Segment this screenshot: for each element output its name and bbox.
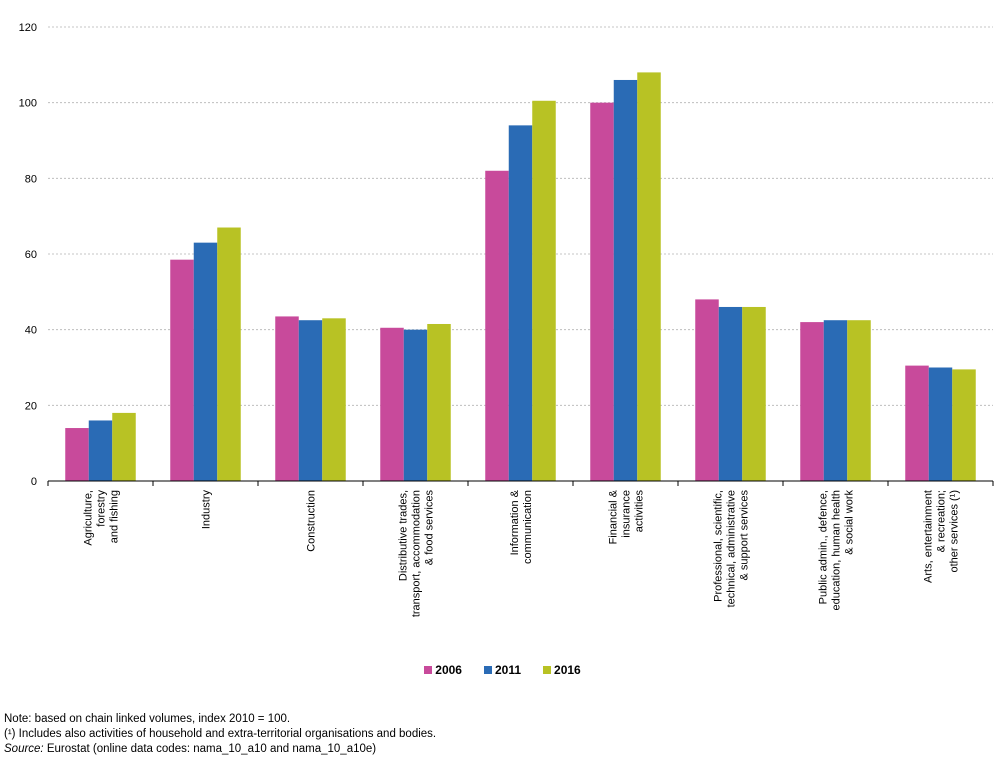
bar-chart: 0 20 40 60 80 100 120 Agriculture, forestry and … (19, 22, 994, 618)
legend-item-2016: 2016 (543, 663, 581, 677)
note-line: Note: based on chain linked volumes, ind… (4, 713, 291, 725)
y-tick-label: 120 (19, 22, 37, 34)
x-tick-label-line: & social work (844, 490, 856, 555)
x-tick-label-line: other services (¹) (949, 490, 961, 573)
x-tick-label: Distributive trades, transport, accommoda… (398, 490, 436, 618)
bar-2016 (217, 227, 241, 481)
bar-2006 (65, 428, 89, 481)
x-tick-label-line: activities (634, 490, 646, 533)
x-tick-label-line: Agriculture, (83, 490, 95, 546)
bar-2006 (695, 299, 719, 481)
legend-label-2016: 2016 (554, 663, 581, 677)
x-tick-label: Agriculture, forestry and fishing (83, 490, 121, 546)
x-tick-label: Financial & insurance activities (608, 489, 646, 544)
bar-2016 (112, 412, 136, 481)
x-axis: Agriculture, forestry and fishing Industry C… (47, 480, 994, 618)
legend-label-2006: 2006 (435, 663, 462, 677)
legend-label-2011: 2011 (494, 663, 522, 677)
source-label: Source: (4, 743, 44, 755)
bar-2006 (485, 170, 509, 481)
y-tick-label: 100 (19, 98, 37, 110)
x-tick-label-line: Public admin., defence, (818, 490, 830, 604)
bar-2016 (532, 100, 556, 482)
bar-2016 (322, 318, 346, 481)
x-tick-label-line: Financial & (608, 489, 620, 544)
bars (65, 72, 976, 482)
x-tick-label: Public admin., defence, education, human … (818, 490, 856, 611)
x-tick-label-line: Professional, scientific, (713, 490, 725, 602)
bar-2016 (427, 323, 451, 481)
x-tick-label-line: transport, accommodation (411, 490, 423, 617)
bar-2016 (952, 369, 976, 481)
bar-2011 (718, 306, 743, 481)
x-tick-label: Industry (201, 490, 213, 530)
bar-2011 (298, 320, 323, 481)
legend-swatch-2016 (543, 666, 552, 674)
x-tick-label: Professional, scientific, technical, admi… (713, 490, 751, 608)
x-tick-label-line: insurance (621, 490, 633, 538)
x-tick-label-line: and fishing (109, 490, 121, 543)
bar-2011 (508, 125, 533, 481)
legend: 2006 2011 2016 (0, 663, 1005, 677)
legend-swatch-2006 (424, 666, 433, 674)
bar-2011 (88, 420, 113, 481)
x-tick-label-line: Information & (509, 489, 521, 555)
x-tick-label: Information & communication (509, 489, 534, 564)
y-tick-label: 60 (25, 249, 37, 261)
y-axis: 0 20 40 60 80 100 120 (19, 22, 37, 488)
bar-2011 (403, 329, 428, 481)
x-tick-label: Construction (306, 490, 318, 552)
bar-2011 (928, 367, 953, 481)
y-tick-label: 80 (25, 173, 37, 185)
x-tick-label-line: & support services (739, 490, 751, 581)
x-tick-label-line: Industry (201, 490, 213, 530)
x-tick-label: Arts, entertainment & recreation; other se… (923, 490, 961, 583)
x-tick-label-line: communication (522, 490, 534, 564)
x-tick-label-line: Construction (306, 490, 318, 552)
bar-2011 (193, 242, 218, 481)
chart-notes: Note: based on chain linked volumes, ind… (4, 712, 436, 757)
bar-2006 (800, 322, 824, 481)
x-tick-label-line: Distributive trades, (398, 490, 410, 581)
bar-2006 (170, 259, 194, 481)
y-tick-label: 0 (31, 476, 37, 488)
y-tick-label: 20 (25, 400, 37, 412)
bar-2011 (823, 320, 848, 481)
x-tick-label-line: education, human health (831, 490, 843, 610)
source-text: Eurostat (online data codes: nama_10_a10… (43, 743, 377, 755)
legend-item-2011: 2011 (483, 663, 522, 677)
bar-2006 (905, 365, 929, 481)
y-tick-label: 40 (25, 325, 37, 337)
x-tick-label-line: Arts, entertainment (923, 490, 935, 583)
x-tick-label-line: forestry (96, 490, 108, 527)
bar-2006 (275, 316, 299, 481)
x-tick-label-line: & food services (424, 490, 436, 566)
bar-2006 (590, 102, 614, 482)
source-line: Source: Eurostat (online data codes: nam… (4, 742, 436, 757)
legend-swatch-2011 (483, 666, 492, 674)
x-tick-label-line: technical, administrative (726, 490, 738, 607)
bar-2016 (847, 320, 871, 481)
bar-2016 (637, 72, 661, 482)
bar-2016 (742, 306, 766, 481)
bar-2006 (380, 327, 404, 481)
x-tick-label-line: & recreation; (936, 490, 948, 552)
bar-2011 (613, 79, 638, 481)
footnote-line: (¹) Includes also activities of househol… (4, 728, 437, 740)
legend-item-2006: 2006 (424, 663, 462, 677)
